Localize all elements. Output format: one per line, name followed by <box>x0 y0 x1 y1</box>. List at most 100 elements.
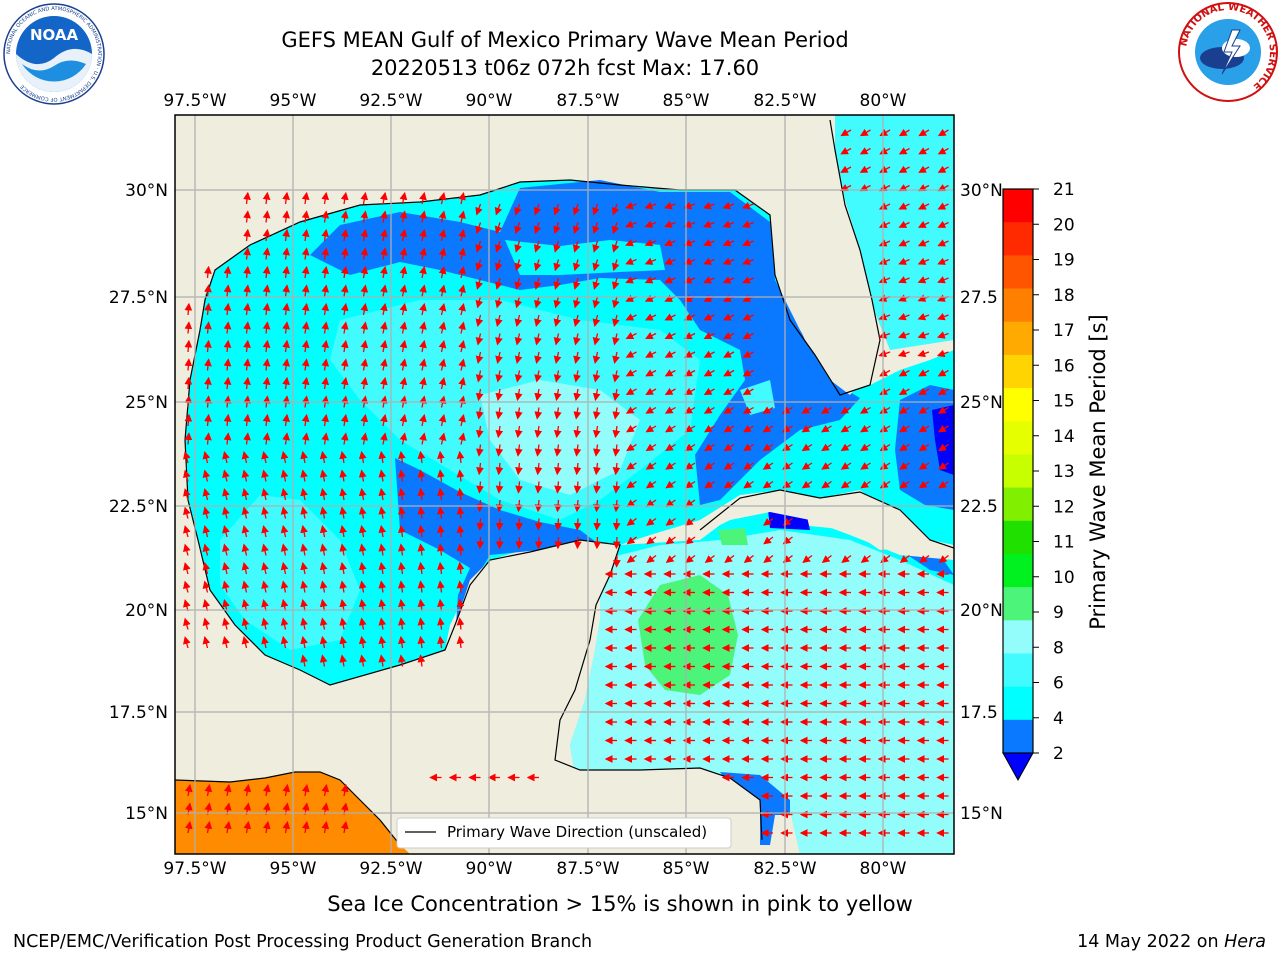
wave-direction-arrow <box>438 340 447 353</box>
wave-direction-arrow <box>937 257 949 265</box>
wave-direction-arrow <box>262 321 271 334</box>
wave-direction-arrow <box>321 265 330 279</box>
wave-direction-arrow <box>898 424 910 433</box>
wave-direction-arrow <box>456 450 465 464</box>
wave-direction-arrow <box>301 413 310 427</box>
wave-direction-arrow <box>202 580 211 593</box>
wave-direction-arrow <box>183 543 191 556</box>
lon-label: 92.5°W <box>359 859 422 879</box>
wave-direction-arrow <box>612 314 620 327</box>
wave-direction-arrow <box>419 302 427 316</box>
wave-direction-arrow <box>684 369 696 377</box>
wave-direction-arrow <box>358 580 367 593</box>
wave-direction-arrow <box>339 598 348 612</box>
generation-date-text: 14 May 2022 on <box>1077 932 1225 952</box>
wave-direction-arrow <box>722 220 735 228</box>
wave-direction-arrow <box>762 406 774 414</box>
wave-direction-arrow <box>919 554 930 563</box>
wave-direction-arrow <box>495 481 504 494</box>
wave-direction-arrow <box>261 506 269 519</box>
colorbar-segment <box>1003 288 1033 323</box>
wave-direction-arrow <box>878 257 891 265</box>
wave-direction-arrow <box>665 480 676 489</box>
coastline <box>175 119 954 846</box>
wave-direction-arrow <box>611 222 620 235</box>
wave-direction-arrow <box>763 517 774 526</box>
wave-direction-arrow <box>321 247 330 260</box>
wave-direction-arrow <box>664 239 676 247</box>
wave-direction-arrow <box>742 406 754 414</box>
wave-direction-arrow <box>222 525 230 538</box>
wave-direction-arrow <box>741 201 754 210</box>
wave-direction-arrow <box>821 554 832 563</box>
wave-direction-arrow <box>300 617 308 630</box>
wave-direction-arrow <box>280 543 289 556</box>
wave-direction-arrow <box>554 536 563 550</box>
wave-direction-arrow <box>801 480 813 489</box>
wave-direction-arrow <box>319 617 328 630</box>
wave-direction-arrow <box>494 222 503 235</box>
wave-direction-arrow <box>704 462 715 470</box>
wave-direction-arrow <box>380 339 388 353</box>
wave-direction-arrow <box>743 554 754 563</box>
wave-direction-arrow <box>399 284 408 297</box>
wave-direction-arrow <box>626 480 637 489</box>
wave-direction-arrow <box>282 228 290 242</box>
wave-direction-arrow <box>879 128 891 137</box>
wave-direction-arrow <box>417 580 426 593</box>
wave-direction-arrow <box>262 265 271 279</box>
wave-direction-arrow <box>399 321 408 334</box>
wave-direction-arrow <box>476 481 484 494</box>
wave-direction-arrow <box>878 349 891 358</box>
wave-direction-arrow <box>860 462 871 470</box>
wave-direction-arrow <box>703 239 715 247</box>
wave-direction-arrow <box>495 314 503 327</box>
wave-direction-arrow <box>918 128 930 137</box>
wave-direction-arrow <box>573 481 582 494</box>
wave-direction-arrow <box>553 333 562 346</box>
wave-direction-arrow <box>437 580 445 593</box>
wave-direction-arrow <box>282 284 290 297</box>
wave-direction-arrow <box>241 617 250 630</box>
wave-direction-arrow <box>456 487 465 501</box>
wave-direction-arrow <box>703 332 715 339</box>
wave-direction-arrow <box>380 284 388 297</box>
wave-direction-arrow <box>592 370 601 383</box>
wave-direction-arrow <box>397 654 406 667</box>
wave-direction-arrow <box>878 276 891 284</box>
wave-direction-arrow <box>821 480 832 489</box>
colorbar-segment <box>1003 255 1033 290</box>
wave-direction-arrow <box>378 487 387 501</box>
wave-direction-arrow <box>937 202 949 210</box>
wave-direction-arrow <box>261 617 269 630</box>
wave-direction-arrow <box>437 487 445 501</box>
northern-gulf-low-period <box>310 180 860 505</box>
colorbar-segment <box>1003 686 1033 721</box>
wave-direction-arrow <box>184 376 193 390</box>
wave-direction-arrow <box>626 517 637 526</box>
wave-direction-arrow <box>301 339 310 353</box>
wave-direction-arrow <box>262 210 271 223</box>
wave-direction-arrow <box>456 598 465 612</box>
wave-direction-arrow <box>222 488 230 501</box>
wave-direction-arrow <box>243 820 252 834</box>
wave-direction-arrow <box>514 333 523 346</box>
wave-direction-arrow <box>282 339 290 353</box>
wave-direction-arrow <box>514 222 522 235</box>
wave-direction-arrow <box>494 203 503 216</box>
wave-direction-arrow <box>458 303 466 316</box>
wave-direction-arrow <box>223 284 232 297</box>
wave-direction-arrow <box>243 358 251 371</box>
wave-direction-arrow <box>612 462 621 476</box>
nws-logo: NATIONAL WEATHER SERVICE <box>1178 2 1278 102</box>
wave-direction-arrow <box>514 240 522 253</box>
wave-direction-arrow <box>723 332 735 339</box>
wave-direction-arrow <box>301 358 310 371</box>
wave-direction-arrow <box>612 333 620 346</box>
wave-direction-arrow <box>937 406 949 414</box>
noaa-logo: NATIONAL OCEANIC AND ATMOSPHERIC ADMINIS… <box>3 3 105 105</box>
wave-direction-arrow <box>280 524 289 538</box>
wave-direction-arrow <box>243 191 251 205</box>
wave-direction-arrow <box>684 480 696 489</box>
wave-direction-arrow <box>280 450 289 464</box>
